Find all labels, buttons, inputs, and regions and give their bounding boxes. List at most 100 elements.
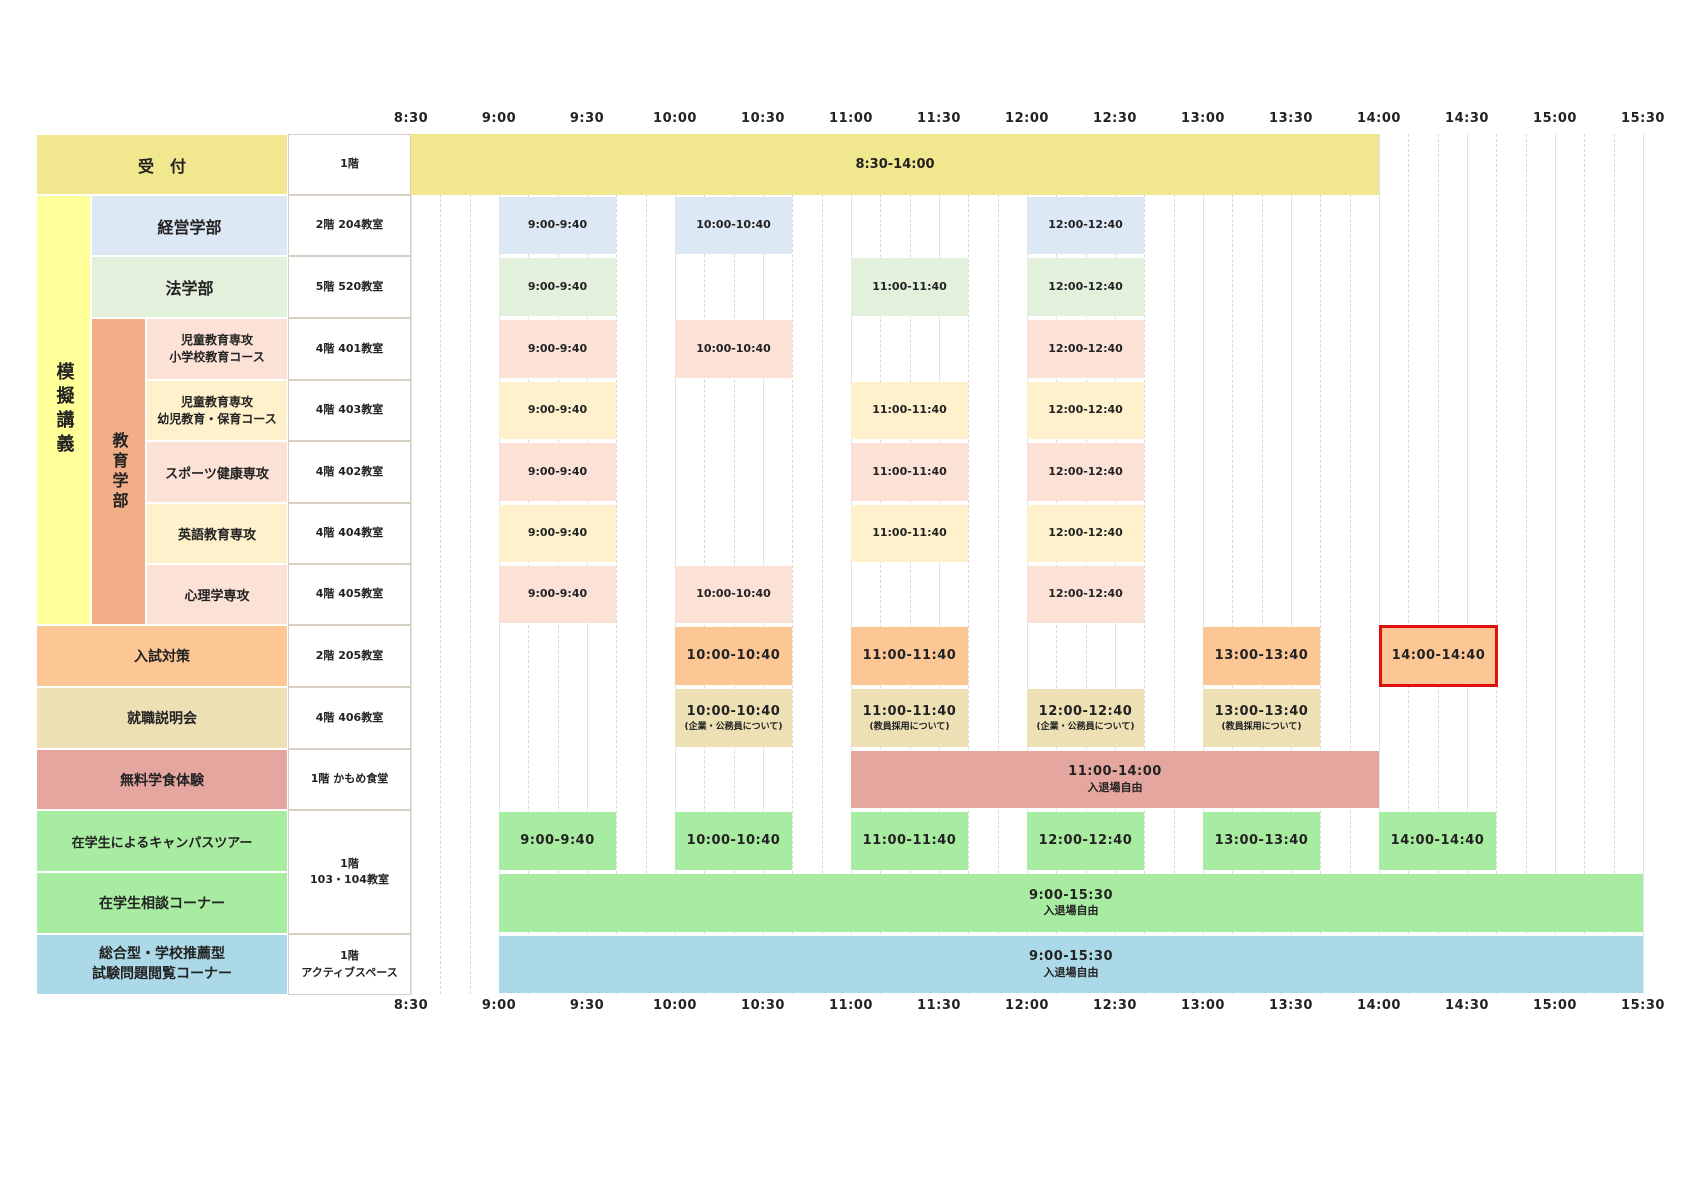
row-label-sogo: 総合型・学校推薦型 試験問題閲覧コーナー (36, 934, 288, 995)
grid-line (910, 134, 911, 994)
session-block: 13:00-13:40 (1203, 812, 1320, 870)
time-tick: 13:00 (1181, 998, 1225, 1013)
group-label-kyoiku: 教育学部 (91, 318, 146, 625)
row-label-eigo: 英語教育専攻 (146, 503, 288, 564)
grid-line (1232, 134, 1233, 994)
time-tick: 13:00 (1181, 111, 1225, 126)
session-block: 9:00-9:40 (499, 197, 616, 254)
room-jido-yoji: 4階 403教室 (288, 380, 411, 441)
time-tick: 15:00 (1533, 111, 1577, 126)
grid-line (1350, 134, 1351, 994)
grid-line (587, 134, 588, 994)
session-time: 11:00-11:40 (862, 704, 957, 720)
row-label-gakushoku: 無料学食体験 (36, 749, 288, 810)
grid-line (1115, 134, 1116, 994)
row-label-nyushi: 入試対策 (36, 625, 288, 687)
grid-line (1496, 134, 1497, 994)
session-block: 12:00-12:40 (1027, 197, 1144, 254)
grid-line (1027, 134, 1028, 994)
grid-line (1203, 134, 1204, 994)
session-block: 11:00-11:40 (851, 627, 968, 685)
grid-line (1438, 134, 1439, 994)
grid-line (1526, 134, 1527, 994)
time-tick: 12:30 (1093, 111, 1137, 126)
time-axis-bottom: 8:30 9:00 9:30 10:00 10:30 11:00 11:30 1… (0, 998, 1683, 1018)
grid-line (1643, 134, 1644, 994)
session-block: 12:00-12:40 (1027, 382, 1144, 439)
row-label-sports: スポーツ健康専攻 (146, 441, 288, 503)
time-tick: 10:00 (653, 998, 697, 1013)
session-block: 9:00-9:40 (499, 505, 616, 562)
session-note: 入退場自由 (1087, 780, 1143, 794)
row-label-uketsuke: 受 付 (36, 134, 288, 195)
grid-line (440, 134, 441, 994)
row-label-shushoku: 就職説明会 (36, 687, 288, 749)
room-nyushi: 2階 205教室 (288, 625, 411, 687)
time-tick: 12:00 (1005, 111, 1049, 126)
session-block: 9:00-15:30 入退場自由 (499, 936, 1643, 993)
grid-line (1408, 134, 1409, 994)
session-block: 8:30-14:00 (411, 134, 1379, 195)
grid-line (1086, 134, 1087, 994)
row-label-hogaku: 法学部 (91, 256, 288, 318)
grid-line (1379, 134, 1380, 994)
session-block: 12:00-12:40 (1027, 258, 1144, 316)
time-tick: 15:30 (1621, 998, 1665, 1013)
room-shushoku: 4階 406教室 (288, 687, 411, 749)
grid-line (1174, 134, 1175, 994)
group-label-text: 模擬講義 (53, 362, 75, 458)
time-tick: 13:30 (1269, 998, 1313, 1013)
grid-line (558, 134, 559, 994)
session-block: 13:00-13:40 (1203, 627, 1320, 685)
grid-line (939, 134, 940, 994)
session-note: (企業・公務員について) (1036, 721, 1135, 732)
time-tick: 8:30 (393, 111, 429, 126)
session-block: 14:00-14:40 (1379, 812, 1496, 870)
row-label-jido-shogakko: 児童教育専攻 小学校教育コース (146, 318, 288, 380)
session-time: 9:00-15:30 (1028, 887, 1114, 903)
time-tick: 11:00 (829, 998, 873, 1013)
session-block: 11:00-11:40 (教員採用について) (851, 689, 968, 747)
grid-line (1467, 134, 1468, 994)
grid-line (1056, 134, 1057, 994)
room-sports: 4階 402教室 (288, 441, 411, 503)
grid-line (968, 134, 969, 994)
session-block: 11:00-11:40 (851, 382, 968, 439)
time-tick: 10:00 (653, 111, 697, 126)
group-label-text: 教育学部 (109, 431, 129, 512)
session-note: (教員採用について) (1221, 721, 1302, 732)
time-tick: 15:30 (1621, 111, 1665, 126)
time-tick: 14:00 (1357, 111, 1401, 126)
time-tick: 9:30 (569, 111, 605, 126)
grid-line (1262, 134, 1263, 994)
time-tick: 11:00 (829, 111, 873, 126)
session-block: 11:00-11:40 (851, 812, 968, 870)
grid-line (822, 134, 823, 994)
session-block: 13:00-13:40 (教員採用について) (1203, 689, 1320, 747)
grid-line (1614, 134, 1615, 994)
grid-line (792, 134, 793, 994)
grid-line (528, 134, 529, 994)
row-label-keiei: 経営学部 (91, 195, 288, 256)
session-note: (教員採用について) (869, 721, 950, 732)
session-block: 12:00-12:40 (1027, 812, 1144, 870)
grid-line (880, 134, 881, 994)
grid-line (734, 134, 735, 994)
session-block: 9:00-9:40 (499, 320, 616, 378)
session-time: 12:00-12:40 (1038, 704, 1133, 720)
row-label-shinri: 心理学専攻 (146, 564, 288, 625)
room-jido-shogakko: 4階 401教室 (288, 318, 411, 380)
session-time: 13:00-13:40 (1214, 704, 1309, 720)
grid-line (499, 134, 500, 994)
session-block: 11:00-11:40 (851, 258, 968, 316)
room-gakushoku: 1階 かもめ食堂 (288, 749, 411, 810)
time-axis-top: 8:30 9:00 9:30 10:00 10:30 11:00 11:30 1… (0, 111, 1683, 131)
room-sogo: 1階 アクティブスペース (288, 934, 411, 995)
session-block: 9:00-9:40 (499, 443, 616, 501)
session-block: 9:00-9:40 (499, 382, 616, 439)
session-note: 入退場自由 (1043, 904, 1099, 918)
time-tick: 15:00 (1533, 998, 1577, 1013)
time-tick: 10:30 (741, 111, 785, 126)
time-tick: 13:30 (1269, 111, 1313, 126)
grid-line (851, 134, 852, 994)
